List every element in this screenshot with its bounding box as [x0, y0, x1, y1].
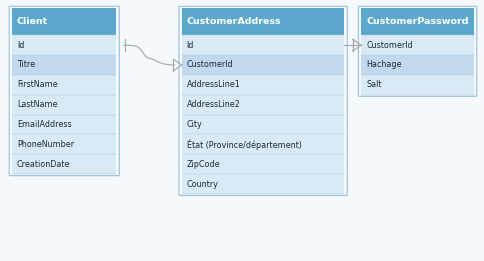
Text: AddressLine2: AddressLine2 [186, 100, 240, 109]
Text: AddressLine1: AddressLine1 [186, 80, 240, 89]
Bar [12, 115, 116, 134]
Text: FirstName: FirstName [17, 80, 58, 89]
Bar [12, 154, 116, 174]
Bar [182, 154, 344, 174]
Bar [12, 95, 116, 115]
Text: City: City [186, 120, 202, 129]
Bar [182, 8, 344, 35]
Bar [361, 55, 473, 75]
Bar [182, 75, 344, 95]
Bar [12, 35, 116, 55]
Bar [12, 134, 116, 154]
Bar [361, 8, 473, 35]
Text: Country: Country [186, 180, 218, 188]
Text: Salt: Salt [365, 80, 381, 89]
Text: CustomerId: CustomerId [186, 61, 233, 69]
Bar [12, 55, 116, 75]
Text: CustomerAddress: CustomerAddress [186, 17, 281, 26]
Bar [361, 75, 473, 95]
Text: Id: Id [17, 41, 24, 50]
Bar [182, 174, 344, 194]
Bar [361, 35, 473, 55]
Text: LastName: LastName [17, 100, 58, 109]
Text: PhoneNumber: PhoneNumber [17, 140, 74, 149]
Text: CustomerPassword: CustomerPassword [365, 17, 468, 26]
Bar [182, 95, 344, 115]
Text: Titre: Titre [17, 61, 35, 69]
Text: CustomerId: CustomerId [365, 41, 412, 50]
Text: CreationDate: CreationDate [17, 160, 70, 169]
Bar [182, 134, 344, 154]
Text: Hachage: Hachage [365, 61, 401, 69]
Text: EmailAddress: EmailAddress [17, 120, 72, 129]
Bar [182, 55, 344, 75]
Bar [12, 75, 116, 95]
Text: Id: Id [186, 41, 194, 50]
Bar [182, 115, 344, 134]
Bar [12, 8, 116, 35]
Bar [182, 35, 344, 55]
Text: Client: Client [17, 17, 48, 26]
Text: ZipCode: ZipCode [186, 160, 220, 169]
Text: État (Province/département): État (Province/département) [186, 139, 301, 150]
